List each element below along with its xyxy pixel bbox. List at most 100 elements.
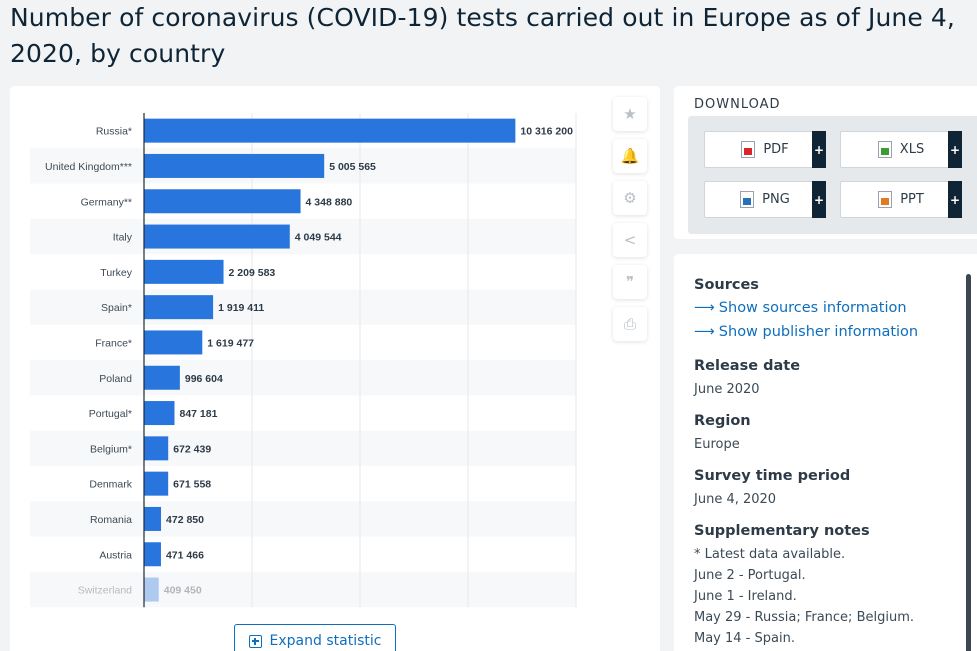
chart-toolbar: ★ 🔔 ⚙ < ❞ ⎙ [613,97,647,349]
note-line: * Latest data available. [694,547,846,562]
value-label: 1 919 411 [218,302,264,314]
star-icon[interactable]: ★ [613,97,647,131]
png-plus-icon[interactable]: + [812,181,826,218]
download-panel: DOWNLOAD PDF + XLS + PNG + PPT + [674,86,977,239]
category-label: Belgium* [90,443,132,455]
page-title: Number of coronavirus (COVID-19) tests c… [10,3,955,68]
arrow-right-icon: ⟶ [694,324,715,340]
bar[interactable] [144,542,161,567]
expand-statistic-button[interactable]: Expand statistic [234,624,396,651]
survey-period-value: June 4, 2020 [694,492,777,507]
bar[interactable] [144,189,301,214]
plus-square-icon [248,634,262,648]
category-label: Poland [99,373,132,385]
survey-period-label: Survey time period [694,468,851,484]
value-label: 1 619 477 [207,337,254,349]
show-publisher-link[interactable]: ⟶ Show publisher information [694,324,918,340]
show-sources-link[interactable]: ⟶ Show sources information [694,300,907,316]
bar[interactable] [144,365,180,390]
value-label: 671 558 [173,479,211,491]
supplementary-notes-label: Supplementary notes [694,523,870,539]
value-label: 847 181 [179,408,217,420]
bar[interactable] [144,330,203,355]
row-band [30,571,576,608]
gear-icon[interactable]: ⚙ [613,181,647,215]
value-label: 2 209 583 [229,267,276,279]
bar[interactable] [144,401,175,426]
note-line: May 29 - Russia; France; Belgium. [694,610,914,625]
bar-chart: Russia* 10 316 200 United Kingdom*** 5 005 … [30,113,577,608]
xls-file-icon [877,141,892,158]
pdf-plus-icon[interactable]: + [812,131,826,168]
category-label: Spain* [101,302,132,314]
bell-icon[interactable]: 🔔 [613,139,647,173]
share-icon[interactable]: < [613,223,647,257]
bar[interactable] [144,436,169,461]
expand-statistic-label: Expand statistic [269,633,382,649]
info-scrollbar[interactable] [966,274,971,651]
row-band [30,218,576,255]
download-png-button[interactable]: PNG + [704,181,826,218]
bar[interactable] [144,506,162,531]
value-label: 409 450 [164,585,202,597]
row-band [30,360,576,396]
note-line: June 2 - Portugal. [694,568,806,583]
category-label: United Kingdom*** [45,161,132,173]
arrow-right-icon: ⟶ [694,300,715,316]
region-label: Region [694,413,751,429]
value-label: 471 466 [166,549,204,561]
statistic-info-panel [674,254,977,651]
quote-icon[interactable]: ❞ [613,265,647,299]
download-ppt-button[interactable]: PPT + [840,181,962,218]
value-label: 5 005 565 [329,161,376,173]
value-label: 4 049 544 [295,232,342,244]
category-label: Austria [99,549,132,561]
bar[interactable] [144,153,325,178]
print-icon[interactable]: ⎙ [613,307,647,341]
category-label: Switzerland [78,585,132,597]
show-sources-label: Show sources information [718,300,907,316]
note-line: June 1 - Ireland. [694,589,797,604]
bar[interactable] [144,295,214,320]
category-label: Russia* [96,126,132,138]
chart-card: Russia* 10 316 200 United Kingdom*** 5 005 … [10,86,660,651]
release-date-value: June 2020 [694,382,760,397]
category-label: Italy [113,232,133,244]
category-label: France* [95,337,132,349]
download-xls-button[interactable]: XLS + [840,131,962,168]
ppt-file-icon [878,191,893,208]
category-label: Portugal* [89,408,132,420]
category-label: Turkey [100,267,132,279]
row-band [30,289,576,325]
category-label: Germany** [81,196,132,208]
category-label: Romania [90,514,132,526]
value-label: 672 439 [173,443,211,455]
download-pdf-label: PDF [763,142,789,157]
download-png-label: PNG [762,192,790,207]
bar[interactable] [144,224,290,249]
bar[interactable] [144,259,224,284]
bar[interactable] [144,577,159,602]
value-label: 472 850 [166,514,204,526]
pdf-file-icon [741,141,756,158]
download-title: DOWNLOAD [694,97,781,112]
bar[interactable] [144,471,169,496]
bar[interactable] [144,118,516,143]
ppt-plus-icon[interactable]: + [948,181,962,218]
show-publisher-label: Show publisher information [718,324,919,340]
row-band [30,430,576,466]
download-pdf-button[interactable]: PDF + [704,131,826,168]
download-ppt-label: PPT [900,192,924,207]
release-date-label: Release date [694,358,801,374]
row-band [30,501,576,537]
category-label: Denmark [89,479,132,491]
sources-label: Sources [694,277,759,293]
region-value: Europe [694,437,740,452]
value-label: 4 348 880 [306,196,353,208]
png-file-icon [740,191,755,208]
value-label: 10 316 200 [520,126,573,138]
value-label: 996 604 [185,373,223,385]
xls-plus-icon[interactable]: + [948,131,962,168]
download-xls-label: XLS [899,142,925,157]
note-line: May 14 - Spain. [694,631,795,646]
